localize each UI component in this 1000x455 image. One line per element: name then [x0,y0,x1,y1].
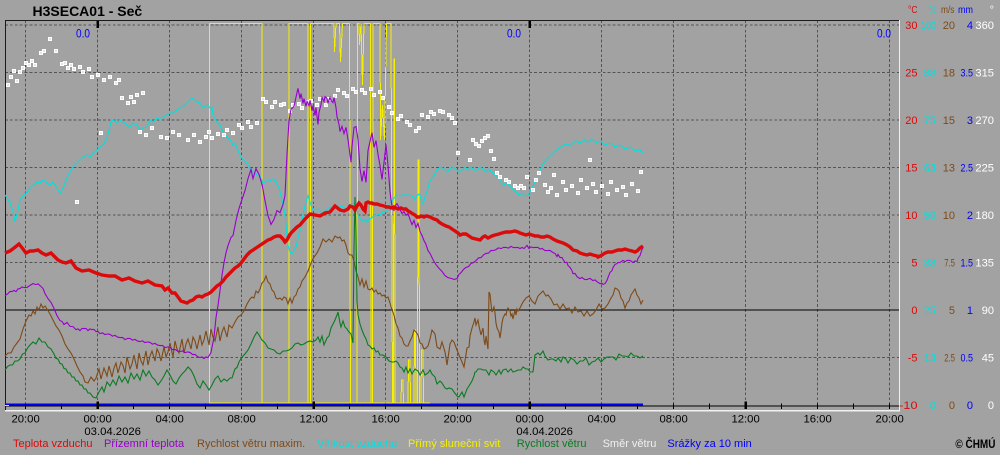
svg-text:-10: -10 [899,400,917,412]
svg-text:© ČHMÚ: © ČHMÚ [955,436,995,450]
svg-text:°: ° [990,4,994,16]
svg-text:2.5: 2.5 [944,353,955,365]
svg-text:90: 90 [982,305,994,317]
svg-text:0: 0 [988,400,994,412]
svg-text:20: 20 [905,115,917,127]
svg-text:100: 100 [921,20,936,32]
svg-text:0: 0 [911,305,917,317]
svg-text:225: 225 [975,163,994,175]
svg-text:04:00: 04:00 [155,414,183,426]
svg-text:135: 135 [975,258,994,270]
svg-text:20: 20 [943,20,955,32]
svg-text:3.5: 3.5 [961,68,974,80]
svg-text:H3SECA01 - Seč: H3SECA01 - Seč [33,3,143,19]
svg-text:04:00: 04:00 [587,414,615,426]
svg-text:38: 38 [924,258,936,270]
svg-text:2.5: 2.5 [961,163,974,175]
svg-text:3: 3 [967,115,973,127]
svg-text:0: 0 [930,400,936,412]
svg-text:16:00: 16:00 [803,414,831,426]
svg-text:75: 75 [924,115,936,127]
svg-text:mm: mm [958,4,973,16]
svg-text:10: 10 [943,210,955,222]
svg-text:2: 2 [967,210,973,222]
svg-text:08:00: 08:00 [227,414,255,426]
svg-text:Vlhkost vzduchu: Vlhkost vzduchu [317,438,397,450]
svg-text:Přímý sluneční svit: Přímý sluneční svit [408,438,500,450]
svg-text:18: 18 [943,68,955,80]
svg-text:°C: °C [908,4,918,16]
svg-text:20:00: 20:00 [11,414,39,426]
svg-text:13: 13 [943,163,955,175]
svg-text:7.5: 7.5 [944,258,955,270]
svg-text:Teplota vzduchu: Teplota vzduchu [13,438,93,450]
svg-text:-5: -5 [908,353,918,365]
svg-text:0.0: 0.0 [877,29,891,41]
svg-text:Přízemní teplota: Přízemní teplota [104,438,185,450]
svg-text:12:00: 12:00 [299,414,327,426]
svg-text:5: 5 [949,305,955,317]
svg-text:Rychlost větru maxim.: Rychlost větru maxim. [197,438,305,450]
svg-text:88: 88 [924,68,936,80]
svg-text:45: 45 [982,353,994,365]
svg-text:08:00: 08:00 [659,414,687,426]
svg-text:m/s: m/s [941,4,955,16]
svg-text:50: 50 [924,210,936,222]
svg-text:Směr větru: Směr větru [603,438,657,450]
svg-text:25: 25 [924,305,936,317]
svg-text:10: 10 [905,210,917,222]
svg-text:1.5: 1.5 [961,258,974,270]
svg-text:20:00: 20:00 [443,414,471,426]
svg-text:0.5: 0.5 [961,353,974,365]
svg-text:0.0: 0.0 [76,29,90,41]
svg-text:0: 0 [949,400,955,412]
svg-text:%: % [929,4,936,16]
svg-text:13: 13 [924,353,936,365]
svg-text:180: 180 [975,210,994,222]
svg-text:270: 270 [975,115,994,127]
svg-text:0: 0 [967,400,973,412]
svg-text:Rychlost větru: Rychlost větru [517,438,587,450]
svg-text:1: 1 [967,305,973,317]
svg-text:00:00: 00:00 [515,414,543,426]
svg-text:5: 5 [911,258,917,270]
svg-text:15: 15 [943,115,955,127]
svg-text:4: 4 [967,20,973,32]
svg-text:30: 30 [905,20,917,32]
svg-text:360: 360 [975,20,994,32]
svg-text:Srážky za 10 min: Srážky za 10 min [667,438,751,450]
svg-text:12:00: 12:00 [731,414,759,426]
svg-text:0.0: 0.0 [507,29,521,41]
svg-text:315: 315 [975,68,994,80]
svg-text:00:00: 00:00 [83,414,111,426]
svg-text:25: 25 [905,68,917,80]
svg-text:15: 15 [905,163,917,175]
svg-text:03.04.2026: 03.04.2026 [84,426,141,438]
svg-text:63: 63 [924,163,936,175]
svg-text:16:00: 16:00 [371,414,399,426]
svg-text:04.04.2026: 04.04.2026 [516,426,573,438]
svg-text:20:00: 20:00 [875,414,903,426]
